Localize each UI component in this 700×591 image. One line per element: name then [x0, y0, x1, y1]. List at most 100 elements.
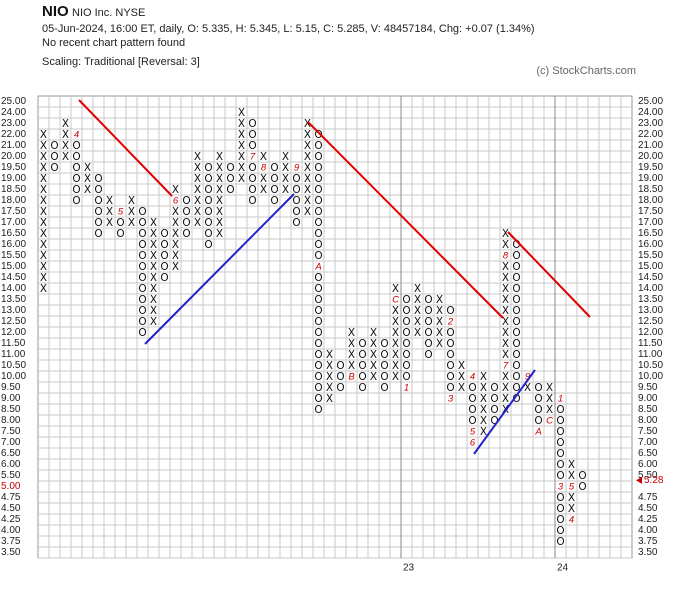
o-box: O — [512, 338, 520, 350]
x-box: X — [40, 173, 47, 185]
o-box: O — [314, 371, 322, 383]
o-box: O — [424, 349, 432, 361]
o-box: O — [182, 228, 190, 240]
o-box: O — [402, 327, 410, 339]
o-box: O — [512, 239, 520, 251]
x-box: X — [194, 173, 201, 185]
x-box: X — [194, 184, 201, 196]
o-box: O — [138, 305, 146, 317]
x-box: X — [216, 228, 223, 240]
y-tick-label: 4.50 — [1, 503, 21, 514]
o-box: O — [138, 217, 146, 229]
x-box: X — [172, 239, 179, 251]
y-tick-label: 9.50 — [1, 382, 21, 393]
o-box: O — [292, 173, 300, 185]
month-label: 1 — [404, 383, 409, 394]
o-box: O — [314, 338, 322, 350]
o-box: O — [50, 162, 58, 174]
y-tick-label: 7.00 — [1, 437, 21, 448]
x-box: X — [238, 118, 245, 130]
o-box: O — [402, 316, 410, 328]
o-box: O — [556, 536, 564, 548]
o-box: O — [270, 173, 278, 185]
x-box: X — [392, 360, 399, 372]
pnf-column: XXX — [84, 162, 91, 196]
o-box: O — [556, 415, 564, 427]
x-box: X — [282, 173, 289, 185]
copyright: (c) StockCharts.com — [536, 65, 636, 77]
y2-tick-label: 13.00 — [638, 305, 663, 316]
y2-tick-label: 24.00 — [638, 107, 663, 118]
x-box: X — [414, 327, 421, 339]
y2-tick-label: 11.50 — [638, 338, 663, 349]
pnf-column: OOO — [50, 140, 58, 174]
x-box: X — [282, 151, 289, 163]
x-box: X — [238, 140, 245, 152]
o-box: O — [402, 305, 410, 317]
month-label: 7 — [503, 361, 509, 372]
y2-tick-label: 6.00 — [638, 459, 658, 470]
x-box: X — [348, 349, 355, 361]
y2-tick-label: 14.50 — [638, 272, 663, 283]
o-box: O — [556, 514, 564, 526]
x-box: X — [502, 261, 509, 273]
o-box: O — [314, 327, 322, 339]
x-box: X — [194, 206, 201, 218]
x-box: X — [40, 261, 47, 273]
x-box: X — [40, 239, 47, 251]
o-box: O — [204, 195, 212, 207]
x-box: X — [414, 305, 421, 317]
y2-tick-label: 12.00 — [638, 327, 663, 338]
y-tick-label: 19.00 — [1, 173, 26, 184]
o-box: O — [534, 404, 542, 416]
x-box: X — [62, 140, 69, 152]
o-box: O — [402, 349, 410, 361]
y2-tick-label: 12.50 — [638, 316, 663, 327]
y-tick-label: 10.00 — [1, 371, 26, 382]
trend-line — [144, 193, 295, 345]
x-box: X — [304, 140, 311, 152]
x-tick-label: 23 — [403, 563, 415, 574]
x-box: X — [348, 327, 355, 339]
o-box: O — [204, 206, 212, 218]
month-label: C — [546, 416, 553, 427]
x-box: X — [370, 349, 377, 361]
x-box: X — [568, 459, 575, 471]
x-box: X — [436, 327, 443, 339]
o-box: O — [380, 349, 388, 361]
x-box: X — [458, 382, 465, 394]
x-box: X — [216, 195, 223, 207]
x-box: X — [304, 129, 311, 141]
x-box: X — [436, 316, 443, 328]
x-box: X — [150, 261, 157, 273]
x-box: X — [150, 228, 157, 240]
x-box: X — [40, 272, 47, 284]
x-box: X — [216, 173, 223, 185]
o-box: O — [292, 184, 300, 196]
month-label: B — [348, 372, 355, 383]
y2-tick-label: 6.50 — [638, 448, 658, 459]
y2-tick-label: 25.00 — [638, 96, 663, 107]
o-box: O — [358, 382, 366, 394]
o-box: O — [314, 228, 322, 240]
y2-tick-label: 16.00 — [638, 239, 663, 250]
x-box: X — [238, 162, 245, 174]
o-box: O — [578, 470, 586, 482]
pnf-column: OO — [578, 470, 586, 493]
y-tick-label: 15.00 — [1, 261, 26, 272]
x-box: X — [304, 173, 311, 185]
month-label: 5 — [569, 482, 575, 493]
o-box: O — [424, 305, 432, 317]
o-box: O — [248, 184, 256, 196]
y-tick-label: 4.75 — [1, 492, 21, 503]
y-tick-label: 17.00 — [1, 217, 26, 228]
y-tick-label: 25.00 — [1, 96, 26, 107]
